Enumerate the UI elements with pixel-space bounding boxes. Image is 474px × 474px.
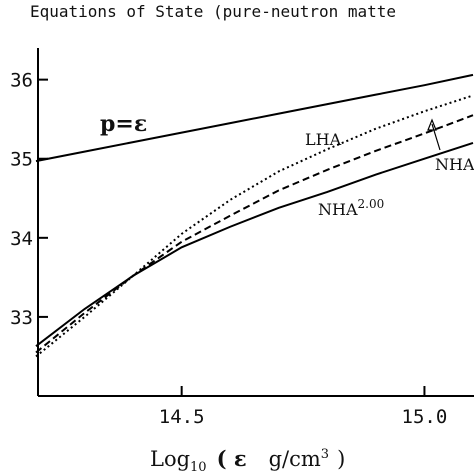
y-tick-label: 35 — [10, 149, 33, 171]
y-tick-label: 36 — [10, 70, 33, 92]
x-axis-label: Log10 ( ε g/cm3) — [150, 446, 345, 474]
x-label-part: 10 — [190, 460, 207, 474]
annotation: LHA — [305, 130, 342, 149]
y-tick-label: 33 — [10, 307, 33, 329]
line — [35, 73, 474, 163]
x-label-part: Log — [150, 447, 190, 471]
line — [35, 141, 474, 347]
annotation-part: NHA — [318, 200, 358, 219]
y-tick-label: 34 — [10, 228, 33, 250]
x-label-part: ( ε — [217, 446, 247, 471]
annotation-part: 2.00 — [358, 197, 385, 211]
annotation: NHA2.00 — [318, 197, 384, 219]
x-tick-label: 15.0 — [402, 406, 448, 428]
arrow — [427, 118, 441, 151]
line — [35, 114, 474, 354]
x-label-part: 3 — [321, 447, 329, 462]
x-tick-label: 14.5 — [159, 406, 205, 428]
x-label-part: g/cm — [269, 447, 321, 471]
annotation-part: NHA — [435, 155, 474, 174]
x-label-part: ) — [337, 447, 345, 471]
chart-title: Equations of State (pure-neutron matte — [30, 2, 396, 21]
annotation: p=ε — [100, 111, 147, 137]
annotation: NHA2 — [435, 152, 474, 174]
